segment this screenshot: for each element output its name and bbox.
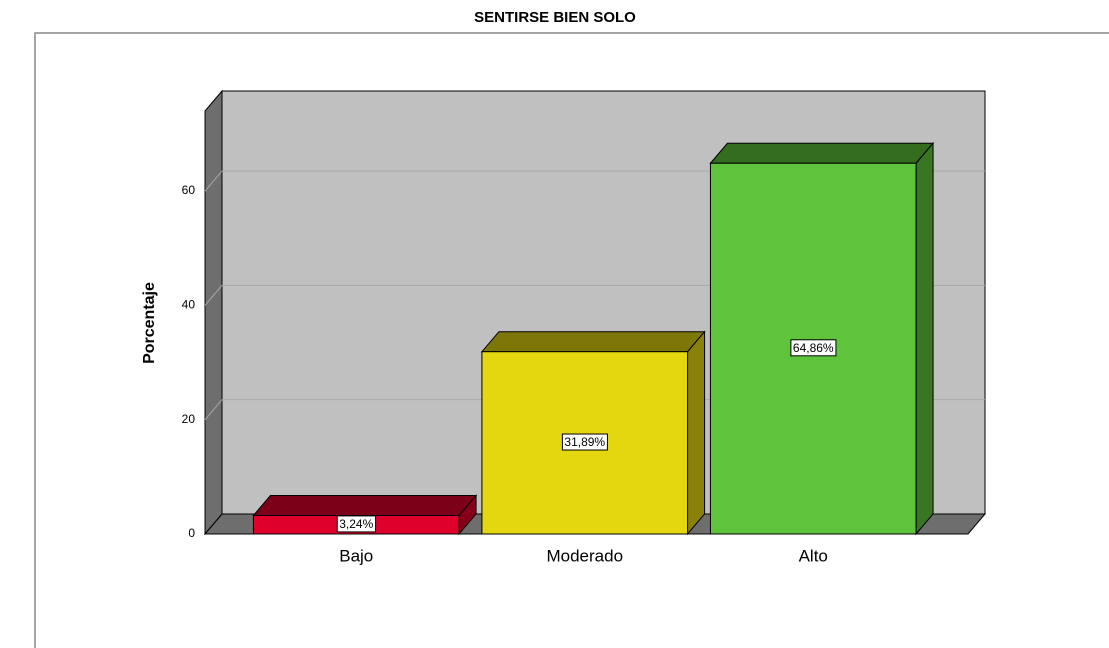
y-tick-label: 20 xyxy=(182,412,196,426)
grid-line xyxy=(204,170,223,192)
y-axis-label: Porcentaje xyxy=(141,282,158,364)
bar-side xyxy=(915,141,934,536)
y-tick-label: 0 xyxy=(188,526,195,540)
data-label-box xyxy=(790,339,837,357)
grid-line xyxy=(204,285,223,306)
data-label-box xyxy=(561,433,608,451)
y-tick-label: 40 xyxy=(182,298,196,312)
bar-side xyxy=(687,330,706,536)
y-tick-label: 60 xyxy=(182,183,196,197)
x-tick-label: Alto xyxy=(799,546,828,565)
bar-top xyxy=(709,142,935,164)
data-label: 31,89% xyxy=(564,435,605,449)
data-label: 3,24% xyxy=(339,517,373,531)
bar-top xyxy=(252,494,478,516)
side-wall xyxy=(204,89,223,536)
frame xyxy=(34,32,1109,648)
chart-title: SENTIRSE BIEN SOLO xyxy=(474,9,636,26)
x-tick-label: Bajo xyxy=(339,546,373,565)
bar-top xyxy=(480,331,706,353)
data-label-box xyxy=(336,515,377,533)
grid-line xyxy=(204,399,223,420)
data-label: 64,86% xyxy=(793,341,834,355)
x-tick-label: Moderado xyxy=(546,546,623,565)
